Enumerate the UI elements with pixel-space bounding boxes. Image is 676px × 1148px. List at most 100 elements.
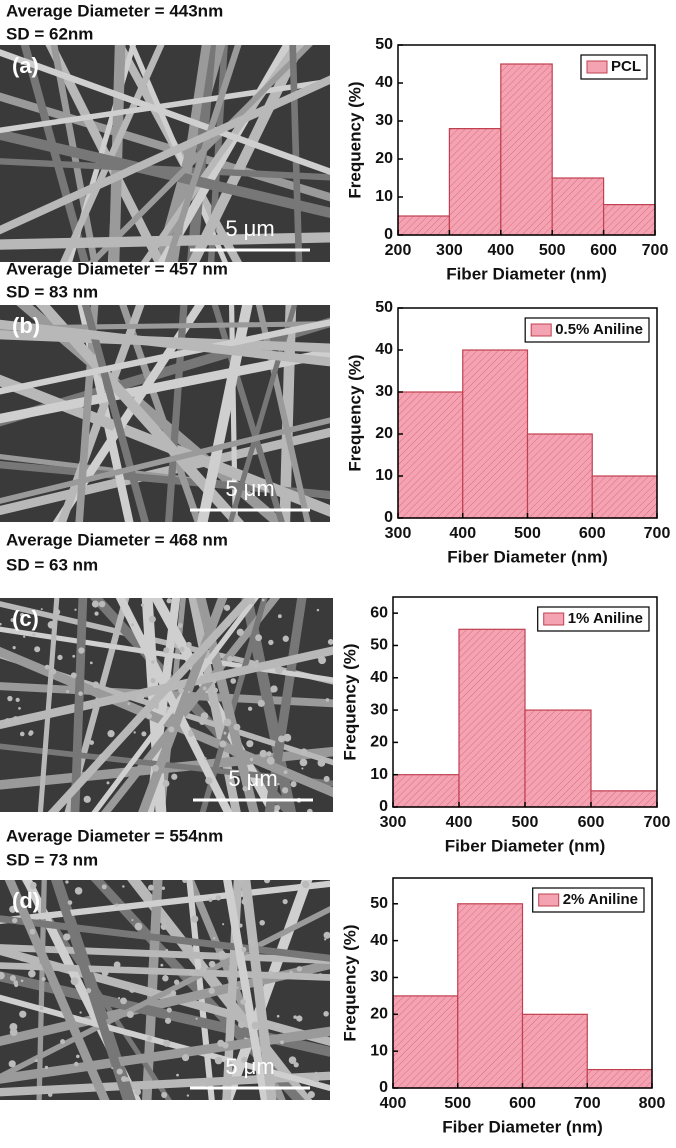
particle <box>20 612 25 618</box>
particle <box>148 615 156 623</box>
particle <box>290 781 297 788</box>
particle <box>281 787 289 794</box>
particle <box>261 598 265 602</box>
particle <box>182 880 188 884</box>
particle <box>316 608 320 612</box>
particle <box>28 969 36 978</box>
particle <box>52 641 56 645</box>
y-tick-label: 50 <box>370 637 388 654</box>
particle <box>318 973 323 978</box>
y-axis-label: Frequency (%) <box>345 81 364 198</box>
particle <box>301 767 304 770</box>
particle <box>306 808 313 812</box>
particle <box>32 633 36 637</box>
particle <box>34 646 41 653</box>
bar <box>526 433 593 519</box>
particle <box>34 1059 38 1063</box>
particle <box>238 880 244 883</box>
fiber <box>211 305 285 522</box>
particle <box>229 1061 233 1065</box>
particle <box>277 782 280 786</box>
particle <box>277 614 282 619</box>
particle <box>188 731 194 737</box>
fiber <box>0 49 330 176</box>
legend-swatch <box>586 60 608 74</box>
particle <box>79 1011 82 1014</box>
particle <box>98 753 107 762</box>
particle <box>150 678 156 684</box>
legend-swatch <box>543 612 565 626</box>
particle <box>218 950 226 959</box>
particle <box>223 718 232 727</box>
particle <box>74 887 83 895</box>
caption: SD = 83 nm <box>6 282 98 301</box>
particle <box>126 1010 134 1018</box>
particle <box>259 919 265 926</box>
y-tick-label: 50 <box>370 895 388 912</box>
fiber <box>255 305 311 522</box>
particle <box>191 915 199 923</box>
bar <box>590 790 658 808</box>
particle <box>205 777 213 785</box>
particle <box>113 961 121 969</box>
particle <box>91 600 99 608</box>
panel-label: (d) <box>12 888 40 913</box>
fiber <box>0 78 330 134</box>
fiber <box>0 626 333 683</box>
fiber <box>264 598 307 812</box>
particle <box>236 986 239 989</box>
bar <box>392 995 459 1089</box>
bar <box>551 177 605 236</box>
y-tick-label: 40 <box>375 341 393 358</box>
particle <box>250 660 257 667</box>
particle <box>78 691 83 696</box>
particle <box>132 722 137 727</box>
particle <box>18 707 21 710</box>
particle <box>161 1092 168 1098</box>
fiber <box>0 906 330 1080</box>
particle <box>249 757 254 762</box>
particle <box>268 970 273 975</box>
legend-label: PCL <box>611 58 641 75</box>
particle <box>19 1010 27 1018</box>
particle <box>274 1023 281 1029</box>
legend-label: 2% Aniline <box>563 891 638 908</box>
particle <box>63 933 71 941</box>
scale-bar-label: 5 μm <box>228 766 277 791</box>
fiber <box>37 598 60 812</box>
particle <box>134 1088 142 1096</box>
particle <box>44 1065 49 1070</box>
particle <box>323 1011 329 1017</box>
legend-label: 1% Aniline <box>568 610 643 627</box>
particle <box>101 969 109 977</box>
particle <box>19 956 25 962</box>
particle <box>187 690 191 694</box>
caption: Average Diameter = 554nm <box>6 826 223 845</box>
particle <box>13 980 19 985</box>
particle <box>224 1060 229 1065</box>
particle <box>121 1075 128 1083</box>
particle <box>29 928 36 935</box>
particle <box>148 884 155 891</box>
particle <box>296 966 303 972</box>
caption: Average Diameter = 457 nm <box>6 259 228 278</box>
fiber <box>0 915 330 962</box>
particle <box>9 975 16 982</box>
particle <box>98 600 106 608</box>
particle <box>293 1062 299 1068</box>
particle <box>91 1086 95 1090</box>
particle <box>301 880 310 889</box>
y-tick-label: 50 <box>375 36 393 53</box>
fiber <box>0 646 333 798</box>
fiber <box>0 319 330 395</box>
fiber <box>0 129 330 218</box>
particle <box>241 1056 248 1063</box>
particle <box>70 977 79 986</box>
particle <box>186 1094 190 1097</box>
particle <box>28 731 33 736</box>
particle <box>133 1085 137 1089</box>
particle <box>89 740 95 746</box>
particle <box>160 963 164 967</box>
x-tick-label: 700 <box>574 1095 601 1112</box>
